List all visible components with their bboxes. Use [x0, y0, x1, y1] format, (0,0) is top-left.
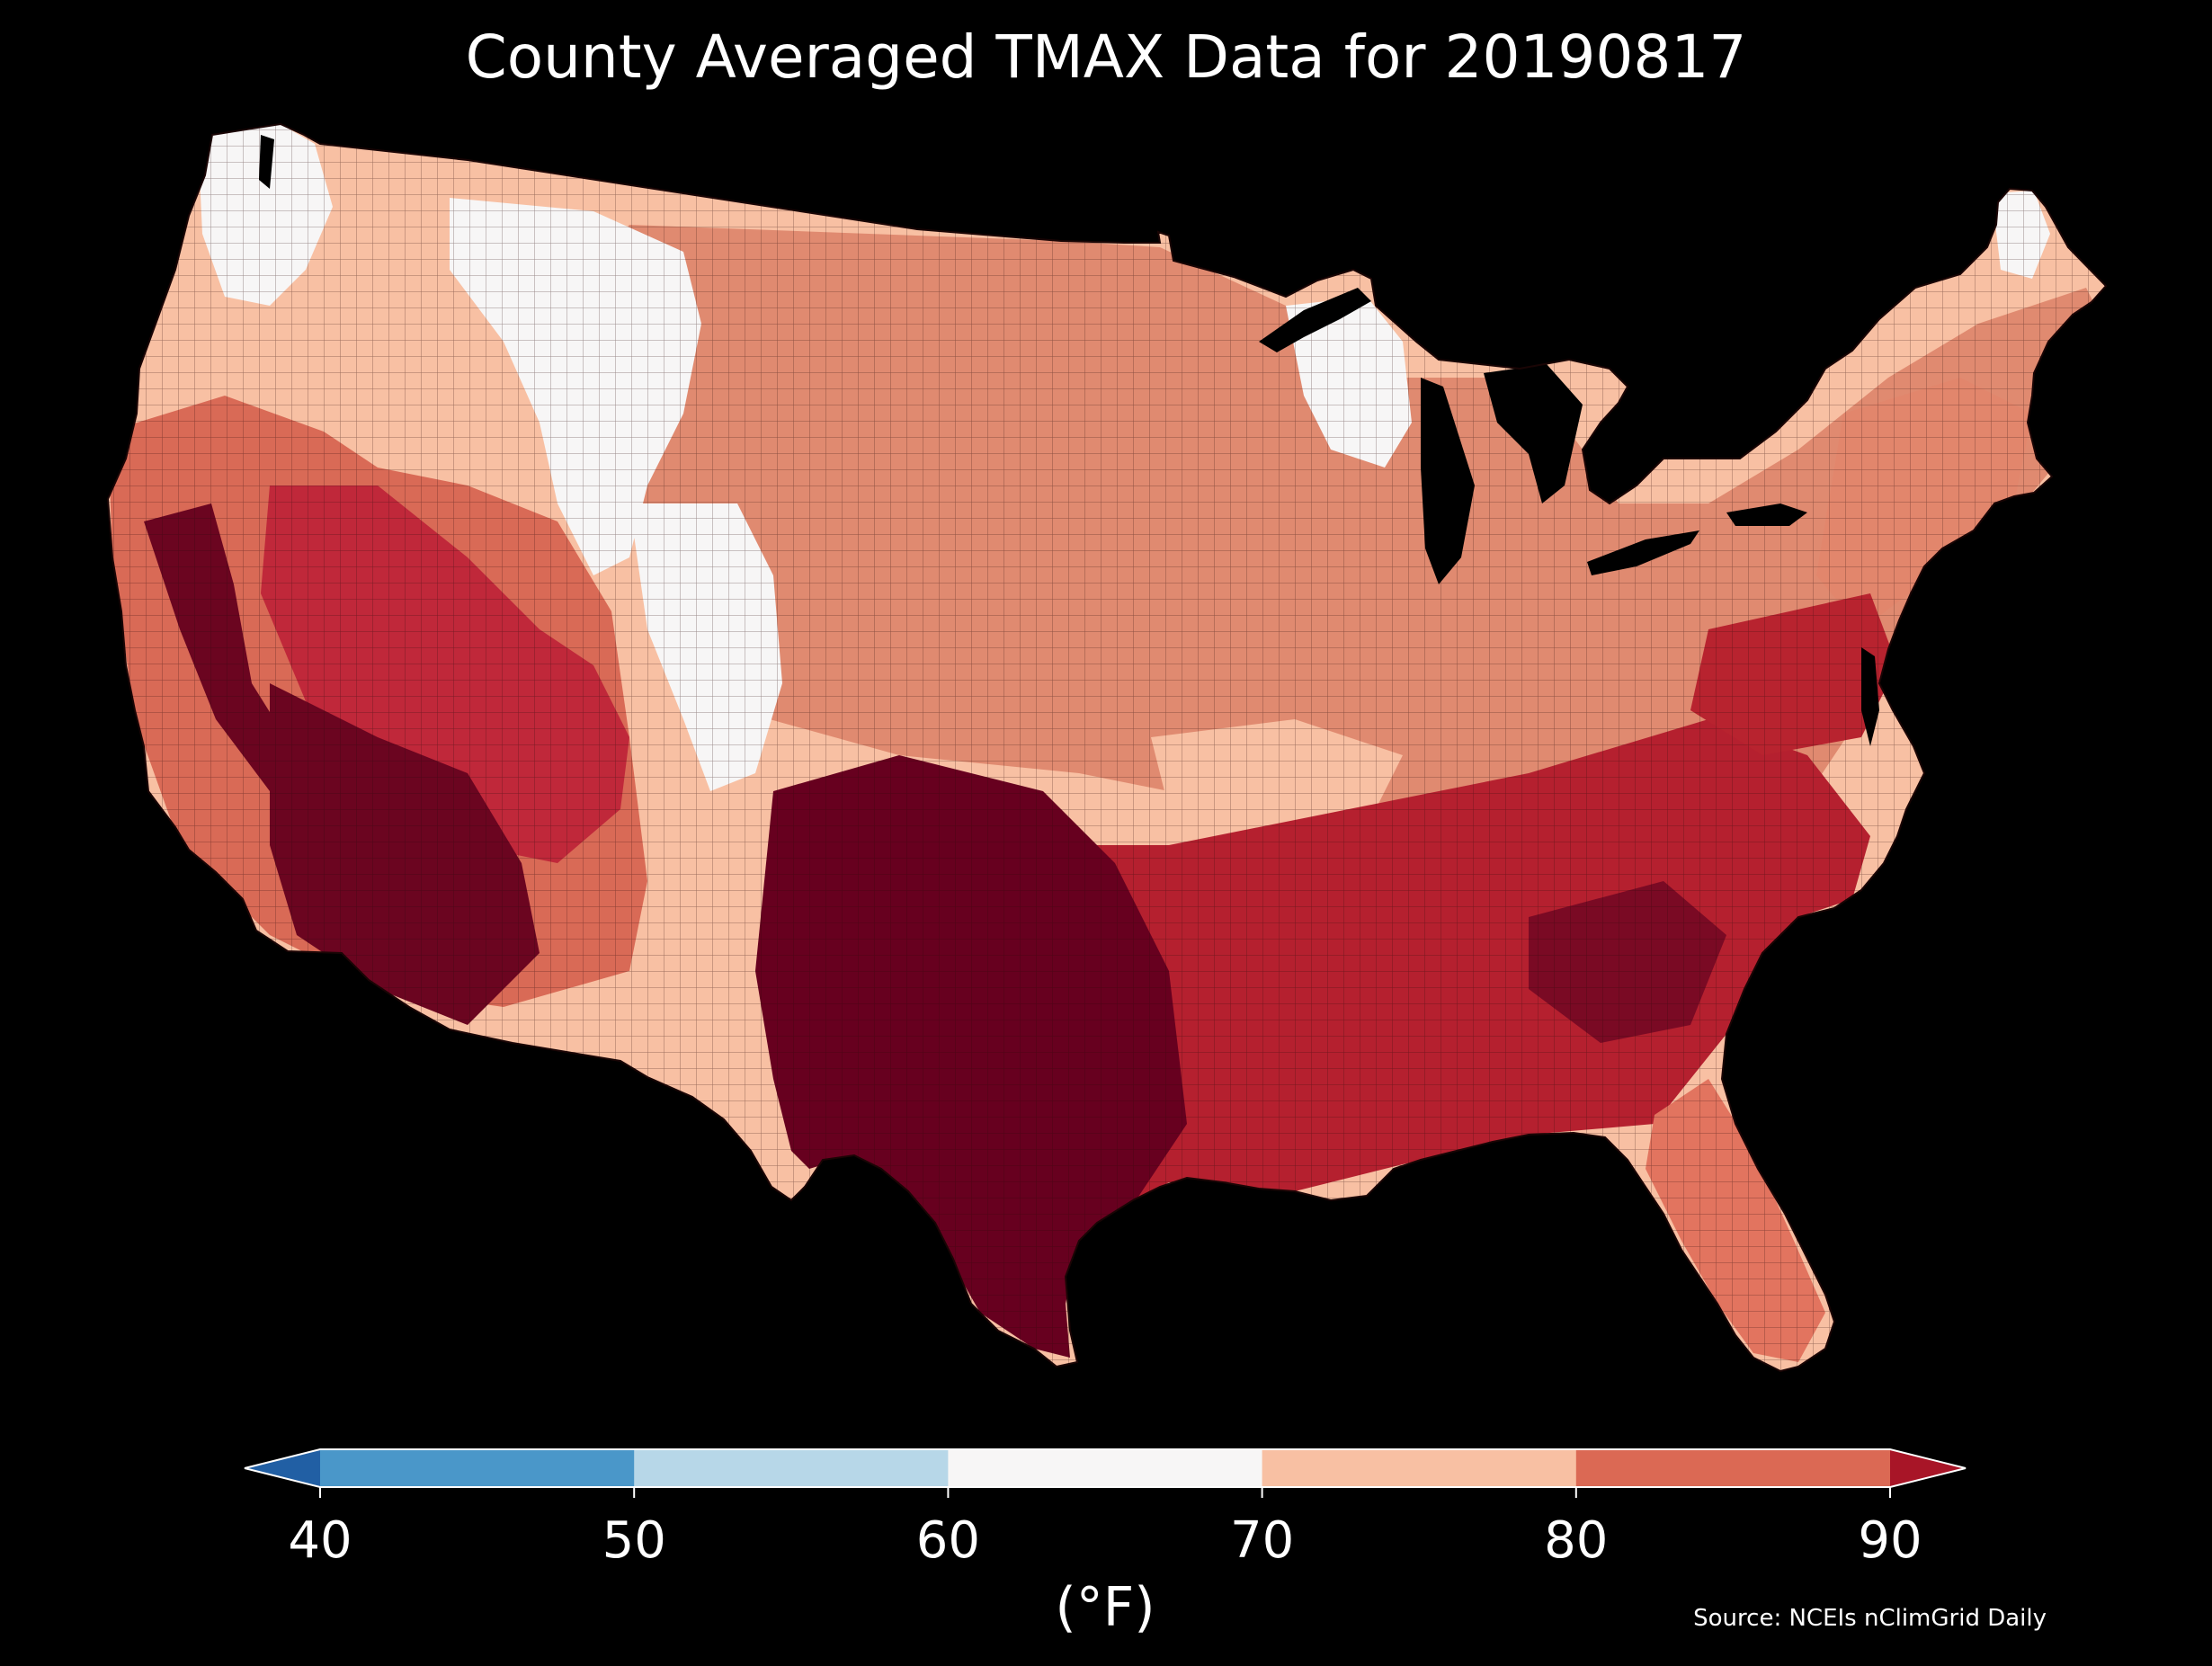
colorbar-extend-low: [245, 1449, 320, 1487]
colorbar-tick-label: 80: [1544, 1511, 1608, 1570]
lake-superior: [1259, 288, 1371, 352]
lake-huron: [1484, 364, 1583, 503]
colorbar-tick-label: 70: [1230, 1511, 1294, 1570]
colorbar-tick-label: 90: [1858, 1511, 1922, 1570]
chesapeake-bay: [1861, 647, 1879, 746]
lake-michigan: [1421, 378, 1475, 584]
map-title: County Averaged TMAX Data for 20190817: [466, 22, 1747, 92]
colorbar-bin-70-80: [1262, 1449, 1577, 1487]
colorbar-unit-label: (°F): [1055, 1576, 1155, 1639]
puget-sound: [259, 135, 274, 189]
lake-ontario: [1726, 503, 1807, 526]
colorbar-bin-40-50: [320, 1449, 635, 1487]
colorbar-ticks: 40 50 60 70 80 90: [288, 1487, 1922, 1570]
colorbar: 40 50 60 70 80 90 (°F): [244, 1448, 1967, 1639]
colorbar-bin-80-90: [1575, 1449, 1891, 1487]
colorbar-bin-60-70: [948, 1449, 1263, 1487]
colorbar-tick-label: 60: [916, 1511, 980, 1570]
colorbar-extend-high: [1890, 1449, 1966, 1487]
colorbar-tick-label: 50: [602, 1511, 666, 1570]
source-credit: Source: NCEIs nClimGrid Daily: [1693, 1605, 2047, 1632]
lake-erie: [1587, 530, 1699, 575]
colorbar-bins: [320, 1449, 1891, 1487]
colorbar-tick-label: 40: [288, 1511, 352, 1570]
colorbar-bin-50-60: [634, 1449, 949, 1487]
